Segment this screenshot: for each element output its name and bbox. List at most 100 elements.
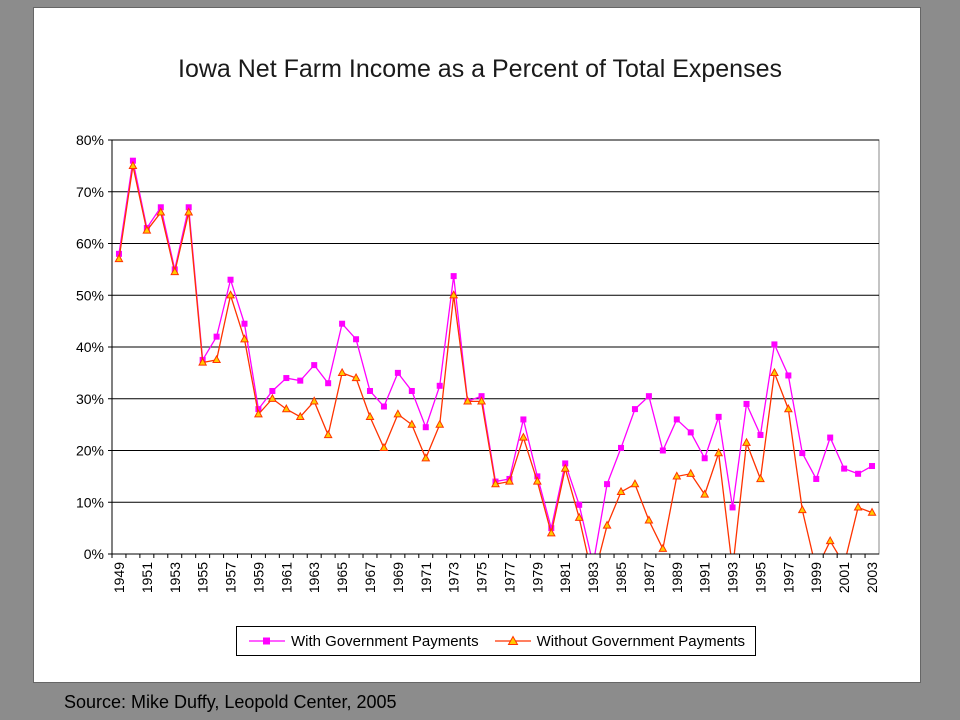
data-point: [408, 387, 415, 394]
legend: With Government Payments Without Governm…: [236, 626, 756, 656]
data-point: [227, 276, 234, 283]
data-point: [729, 504, 736, 511]
data-point: [323, 429, 333, 439]
y-axis-ticks: 0% 10% 20% 30% 40% 50% 60% 70% 80%: [76, 132, 112, 562]
data-point: [867, 507, 877, 516]
data-point: [267, 393, 277, 402]
data-point: [170, 266, 180, 276]
data-point: [715, 413, 722, 420]
y-tick-label: 80%: [76, 132, 104, 148]
data-point: [562, 460, 569, 467]
y-tick-label: 30%: [76, 391, 104, 407]
data-point: [198, 357, 208, 366]
data-point: [618, 444, 625, 451]
x-tick-label: 1999: [808, 562, 824, 593]
data-point: [672, 471, 682, 480]
data-point: [756, 473, 765, 483]
series-without-gov-payments: [114, 160, 877, 554]
data-point: [365, 411, 375, 420]
data-point: [185, 204, 192, 211]
data-point: [255, 406, 262, 413]
data-point: [644, 515, 654, 524]
data-point: [337, 367, 347, 376]
data-point: [379, 442, 389, 452]
data-point: [546, 528, 556, 537]
x-tick-label: 1989: [669, 562, 685, 593]
data-point: [309, 396, 319, 405]
data-point: [757, 431, 764, 438]
x-axis-ticks: 1949 1951 1953 1955 1957 1959 1961 1963 1965 1967…: [111, 554, 880, 593]
data-point: [463, 396, 473, 405]
legend-item-without-gov: Without Government Payments: [493, 633, 745, 650]
data-point: [869, 463, 876, 470]
x-tick-label: 1995: [752, 562, 768, 593]
data-point: [797, 504, 807, 514]
data-point: [743, 400, 750, 407]
data-point: [283, 375, 290, 382]
data-point: [783, 404, 793, 413]
data-point: [449, 290, 459, 299]
data-point: [407, 419, 417, 428]
data-point: [574, 512, 584, 521]
data-point: [785, 372, 792, 379]
data-point: [422, 424, 429, 431]
data-point: [436, 382, 443, 389]
data-point: [534, 473, 541, 480]
data-point: [686, 468, 696, 477]
data-point: [827, 434, 834, 441]
data-point: [128, 160, 138, 169]
data-point: [771, 341, 778, 348]
data-point: [241, 320, 248, 327]
y-tick-label: 60%: [76, 236, 104, 252]
x-tick-label: 1969: [390, 562, 406, 593]
x-tick-label: 1949: [111, 562, 127, 593]
x-tick-label: 1991: [697, 562, 713, 593]
data-point: [687, 429, 694, 436]
data-point: [813, 475, 820, 482]
data-point: [366, 387, 373, 394]
x-tick-label: 1983: [585, 562, 601, 593]
x-tick-label: 1951: [139, 562, 155, 593]
x-tick-label: 1957: [223, 562, 239, 593]
y-tick-label: 70%: [76, 184, 104, 200]
data-point: [353, 336, 360, 343]
x-tick-label: 1967: [362, 562, 378, 593]
x-tick-label: 1953: [167, 562, 183, 593]
data-point: [380, 403, 387, 410]
data-point: [295, 411, 305, 420]
x-tick-label: 1975: [474, 562, 490, 593]
y-tick-label: 0%: [84, 546, 104, 562]
x-tick-label: 1973: [446, 562, 462, 593]
x-tick-label: 1985: [613, 562, 629, 593]
data-point: [450, 273, 457, 280]
data-point: [769, 367, 779, 376]
data-point: [129, 157, 136, 164]
data-point: [184, 207, 194, 216]
data-point: [393, 409, 403, 418]
data-point: [604, 481, 611, 488]
data-point: [491, 479, 500, 488]
y-tick-label: 10%: [76, 494, 104, 510]
x-tick-label: 1971: [418, 562, 434, 593]
x-tick-label: 1977: [501, 562, 517, 593]
data-point: [602, 520, 612, 529]
y-tick-label: 20%: [76, 443, 104, 459]
data-point: [645, 393, 652, 400]
data-point: [477, 396, 486, 405]
data-point: [616, 486, 626, 495]
x-tick-label: 1979: [529, 562, 545, 593]
x-tick-label: 1997: [780, 562, 796, 593]
data-point: [421, 453, 431, 462]
chart-title: Iowa Net Farm Income as a Percent of Tot…: [178, 55, 782, 83]
data-point: [714, 448, 724, 457]
x-tick-label: 1993: [725, 562, 741, 593]
data-point: [240, 334, 249, 343]
y-tick-label: 50%: [76, 287, 104, 303]
x-tick-label: 2001: [836, 562, 852, 593]
data-point: [576, 501, 583, 508]
data-point: [435, 419, 445, 428]
data-point: [115, 250, 122, 257]
series-layer: [114, 157, 877, 554]
data-point: [701, 455, 708, 462]
data-point: [478, 393, 485, 400]
